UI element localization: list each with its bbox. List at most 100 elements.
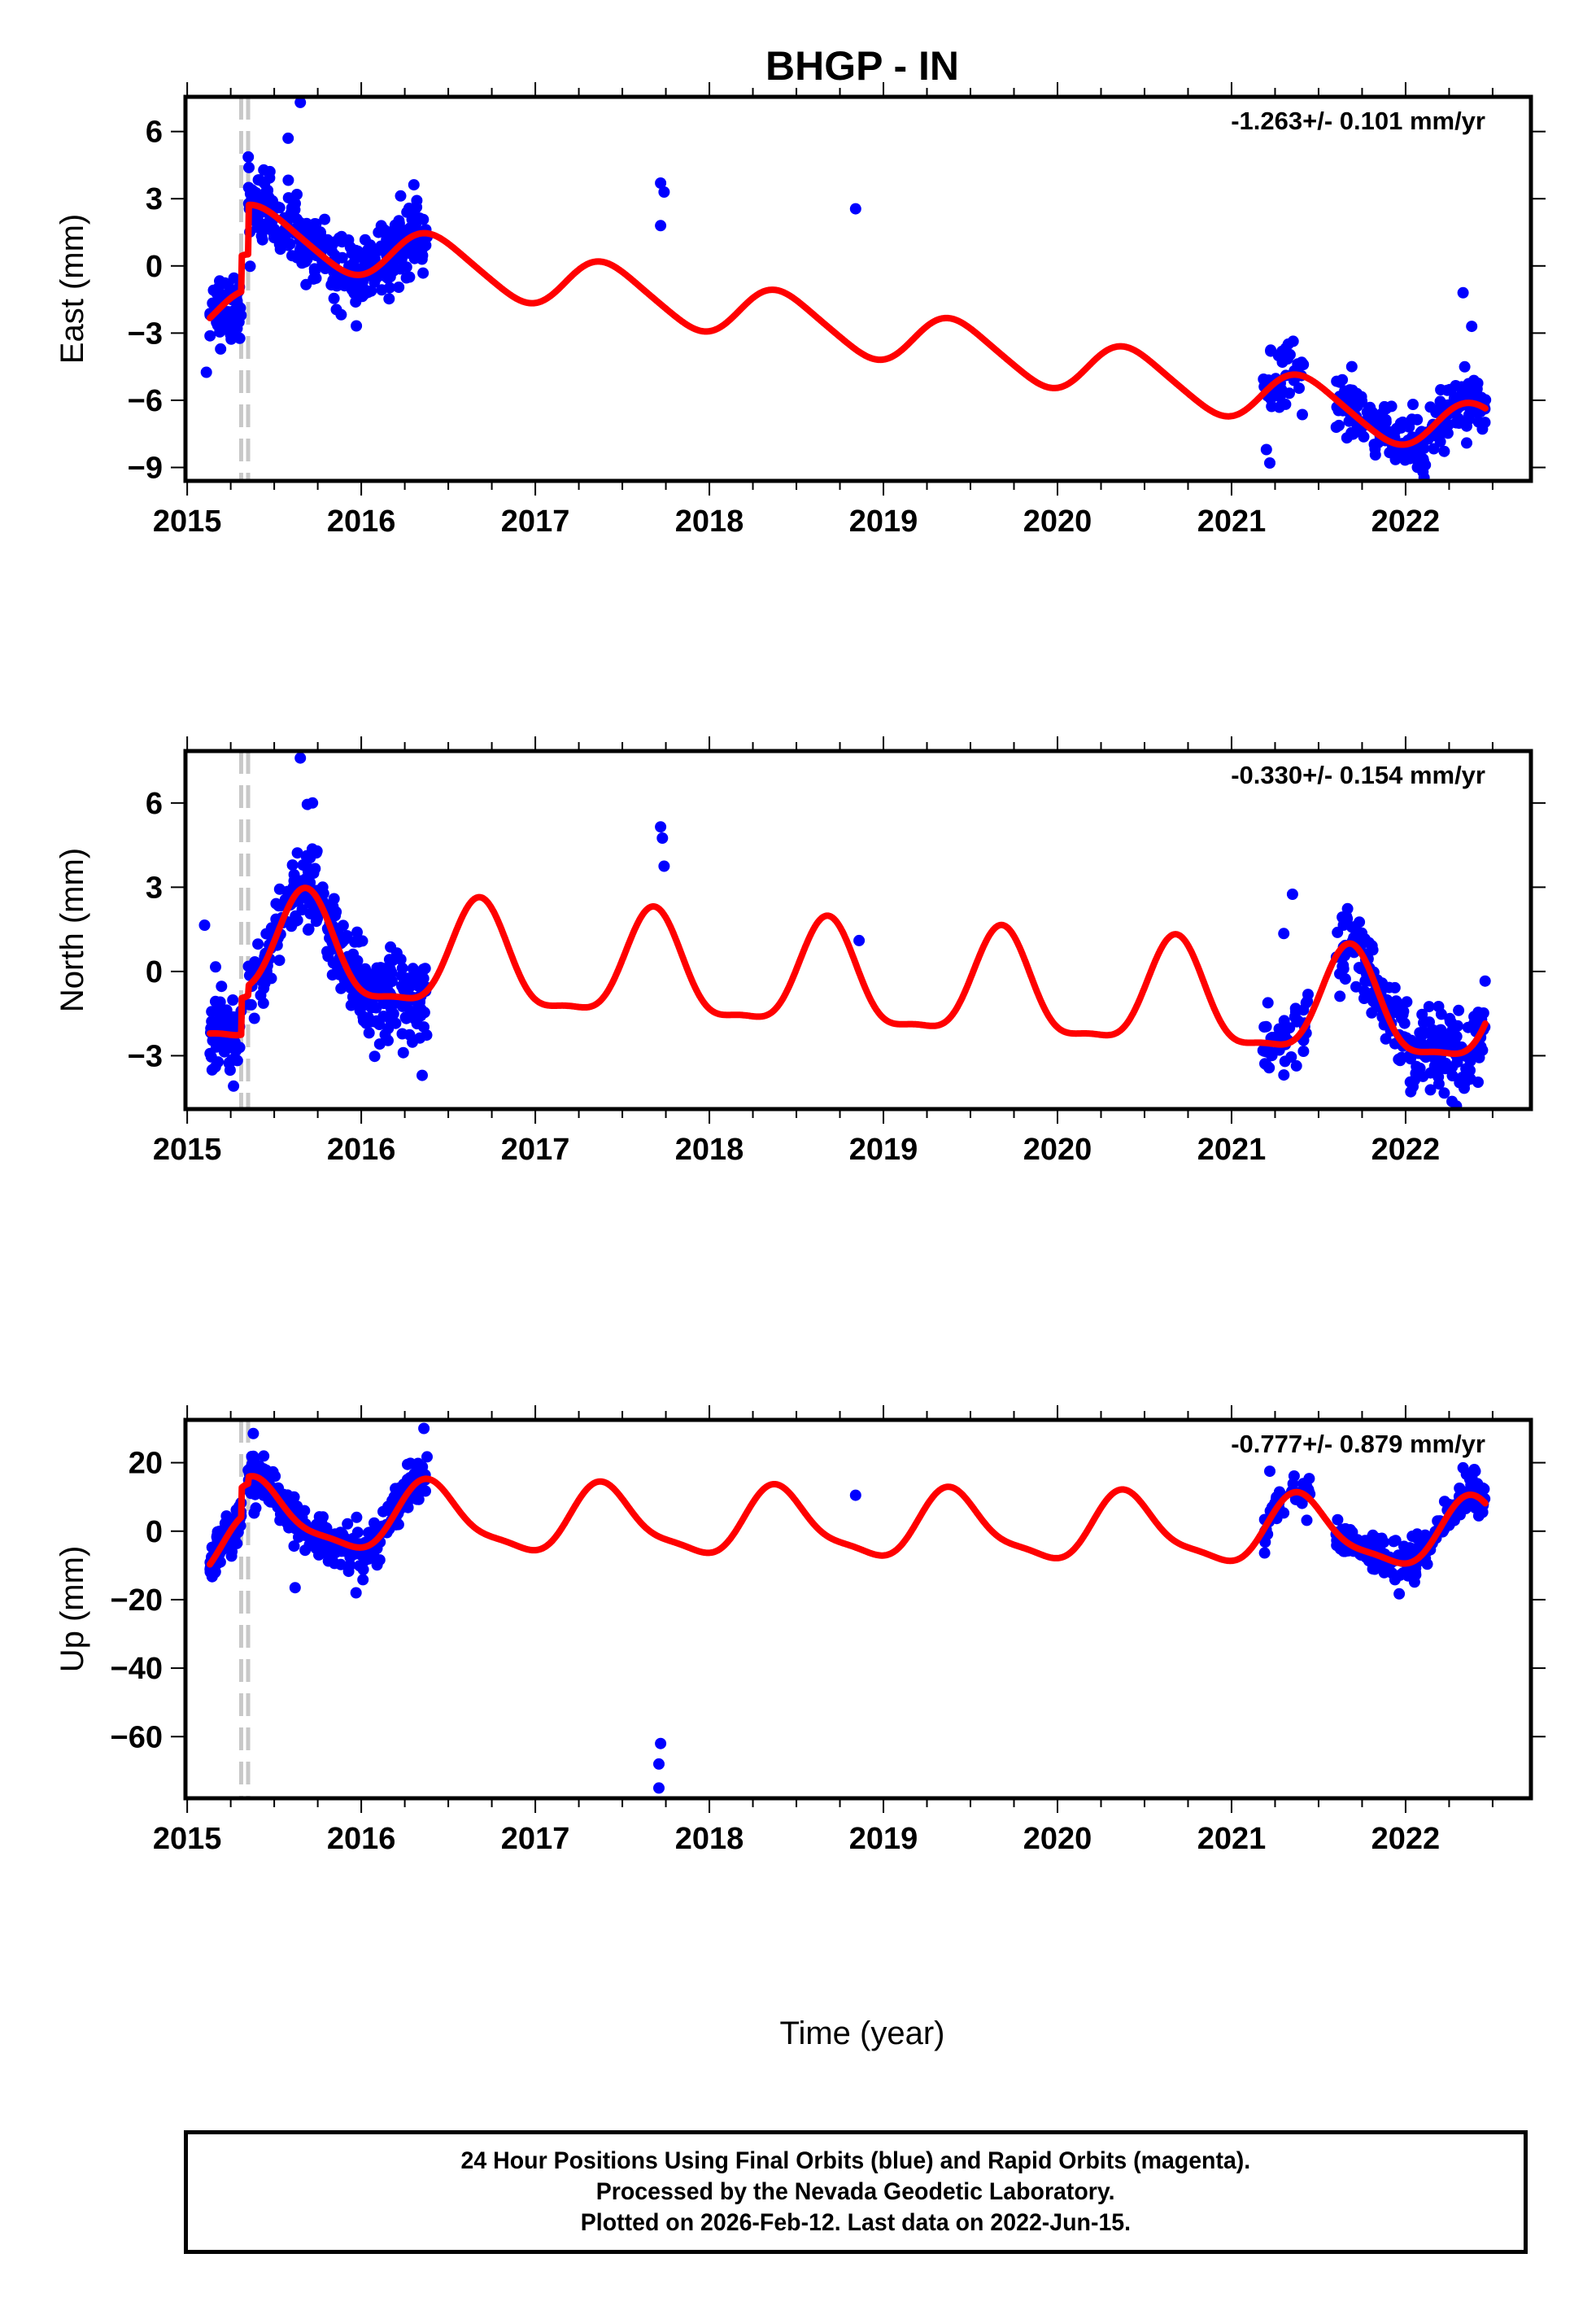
- y-tick-label: −9: [128, 451, 163, 485]
- data-point: [406, 213, 418, 225]
- data-point: [1424, 1084, 1437, 1096]
- data-point: [373, 1019, 386, 1030]
- y-tick-label: 0: [146, 1515, 163, 1549]
- data-point: [1459, 360, 1471, 373]
- data-point: [368, 1050, 381, 1063]
- outlier-point: [247, 1427, 259, 1439]
- data-point: [243, 161, 255, 173]
- data-point: [1448, 1514, 1460, 1526]
- outlier-point: [1264, 457, 1275, 469]
- data-point: [342, 1566, 355, 1578]
- data-point: [412, 241, 425, 253]
- data-point: [1393, 1588, 1406, 1600]
- data-point: [1390, 1002, 1402, 1014]
- data-point: [290, 915, 302, 927]
- data-point: [267, 1465, 279, 1478]
- outlier-point: [1278, 928, 1290, 940]
- x-tick-label: 2018: [675, 1822, 744, 1856]
- outlier-point: [289, 1582, 301, 1594]
- outlier-point: [416, 1069, 428, 1081]
- y-tick-label: 20: [129, 1447, 163, 1481]
- outlier-point: [1417, 466, 1429, 478]
- data-point: [384, 282, 395, 294]
- data-point: [299, 873, 312, 885]
- outlier-point: [853, 934, 866, 946]
- plot-area: [200, 97, 1492, 481]
- data-point: [246, 184, 258, 196]
- data-point: [1385, 426, 1398, 438]
- data-point: [417, 267, 430, 279]
- data-point: [1463, 408, 1475, 421]
- data-point: [421, 1451, 433, 1463]
- footer-line-processed-by: Processed by the Nevada Geodetic Laborat…: [596, 2178, 1115, 2205]
- velocity-rate-label-north: -0.330+/- 0.154 mm/yr: [1231, 761, 1485, 789]
- data-point: [411, 201, 423, 213]
- data-point: [1358, 985, 1371, 997]
- data-point: [359, 234, 371, 246]
- data-point: [357, 1574, 369, 1586]
- plot-frame-east: [183, 94, 1533, 483]
- data-point: [291, 189, 303, 200]
- data-points-east: [200, 97, 1492, 481]
- data-point: [400, 272, 412, 284]
- fit-curve-east: [207, 201, 1489, 448]
- data-point: [1409, 1543, 1421, 1555]
- data-point: [1368, 439, 1380, 451]
- data-point: [1281, 353, 1293, 365]
- data-point: [227, 994, 239, 1006]
- x-tick-label: 2016: [327, 1133, 396, 1167]
- data-point: [274, 1514, 286, 1526]
- data-point: [399, 984, 411, 996]
- data-point: [303, 923, 315, 935]
- data-point: [1330, 421, 1342, 433]
- data-point: [1273, 401, 1285, 413]
- data-point: [328, 292, 340, 304]
- data-point: [1369, 449, 1381, 461]
- data-point: [300, 850, 312, 863]
- data-point: [1367, 407, 1379, 418]
- outlier-point: [1457, 286, 1469, 299]
- data-point: [1355, 391, 1367, 403]
- data-point: [1416, 1008, 1428, 1020]
- outlier-point: [849, 1489, 861, 1501]
- y-tick-label: −6: [128, 384, 163, 418]
- outlier-point: [294, 752, 307, 764]
- y-tick-label: 3: [146, 871, 163, 905]
- data-point: [204, 1047, 216, 1059]
- y-tick-label: 6: [146, 116, 163, 150]
- data-point: [233, 1042, 246, 1054]
- x-tick-label: 2016: [327, 504, 396, 539]
- data-point: [357, 1563, 369, 1575]
- data-point: [308, 265, 321, 277]
- data-point: [1389, 981, 1401, 994]
- plot-frame-north: [183, 749, 1533, 1112]
- data-point: [334, 1527, 346, 1540]
- data-point: [242, 151, 255, 163]
- data-point: [1436, 400, 1448, 413]
- data-point: [397, 1046, 409, 1059]
- data-point: [351, 1526, 364, 1539]
- y-tick-label: 6: [146, 787, 163, 821]
- data-point: [1464, 1064, 1476, 1077]
- data-point: [248, 1012, 260, 1024]
- data-point: [1407, 399, 1419, 410]
- data-point: [1290, 1059, 1302, 1072]
- x-tick-label: 2018: [675, 504, 744, 539]
- data-point: [268, 227, 280, 239]
- velocity-rate-label-east: -1.263+/- 0.101 mm/yr: [1231, 107, 1485, 135]
- data-point: [351, 962, 363, 974]
- data-point: [302, 893, 314, 905]
- outlier-point: [200, 366, 212, 378]
- data-point: [311, 845, 323, 857]
- outlier-point: [849, 203, 861, 215]
- panel-north: 2015 2016 2017 2018 2019 2020 2021 2022 6 3 0 −3 Nor…: [55, 736, 1546, 1167]
- data-point: [233, 316, 245, 328]
- data-point: [216, 1009, 228, 1021]
- y-tick-label: −40: [111, 1652, 163, 1686]
- data-point: [409, 1013, 421, 1025]
- data-point: [1279, 1055, 1291, 1068]
- data-point: [347, 948, 360, 960]
- x-tick-label: 2022: [1371, 1822, 1441, 1856]
- outlier-point: [301, 798, 313, 810]
- data-point: [206, 1063, 218, 1076]
